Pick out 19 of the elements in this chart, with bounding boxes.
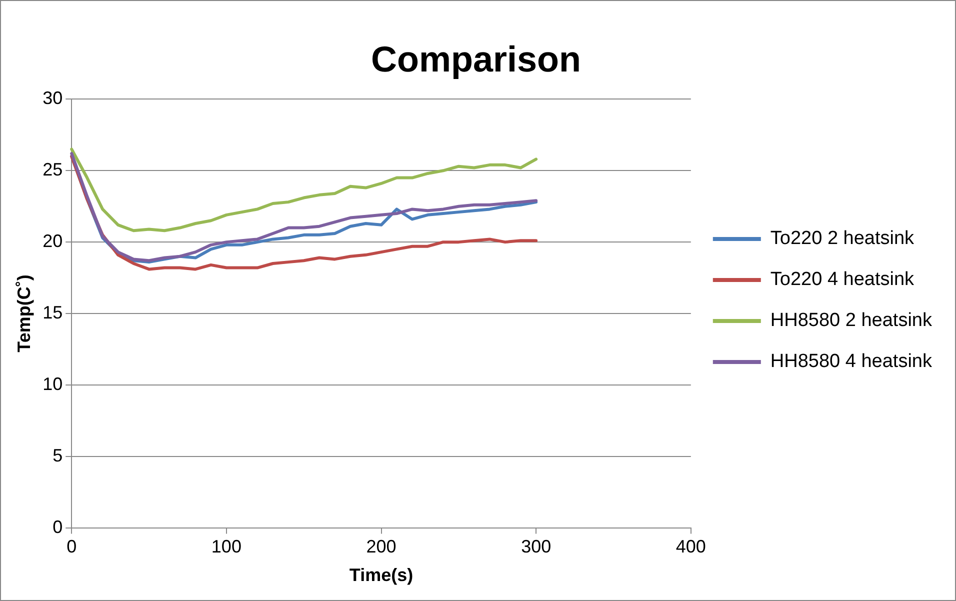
chart-title: Comparison bbox=[370, 38, 582, 80]
x-tick-label: 300 bbox=[521, 536, 552, 557]
y-tick-label: 5 bbox=[52, 445, 63, 466]
y-tick-label: 20 bbox=[42, 231, 63, 252]
legend-label: To220 2 heatsink bbox=[770, 228, 915, 250]
x-tick-label: 200 bbox=[366, 536, 396, 557]
legend-label: HH8580 4 heatsink bbox=[770, 351, 932, 372]
legend-label: To220 4 heatsink bbox=[770, 269, 915, 290]
y-tick-label: 15 bbox=[42, 302, 63, 322]
x-tick-label: 0 bbox=[66, 536, 77, 557]
y-tick-label: 10 bbox=[42, 374, 63, 394]
y-axis-title: Temp(C˚) bbox=[14, 274, 34, 352]
legend-label: HH8580 2 heatsink bbox=[770, 310, 932, 332]
y-tick-label: 25 bbox=[42, 160, 63, 180]
x-tick-label: 400 bbox=[676, 536, 706, 557]
x-tick-label: 100 bbox=[211, 536, 242, 557]
y-tick-label: 30 bbox=[42, 88, 63, 108]
y-tick-label: 0 bbox=[52, 516, 63, 537]
x-axis-title: Time(s) bbox=[349, 565, 414, 586]
